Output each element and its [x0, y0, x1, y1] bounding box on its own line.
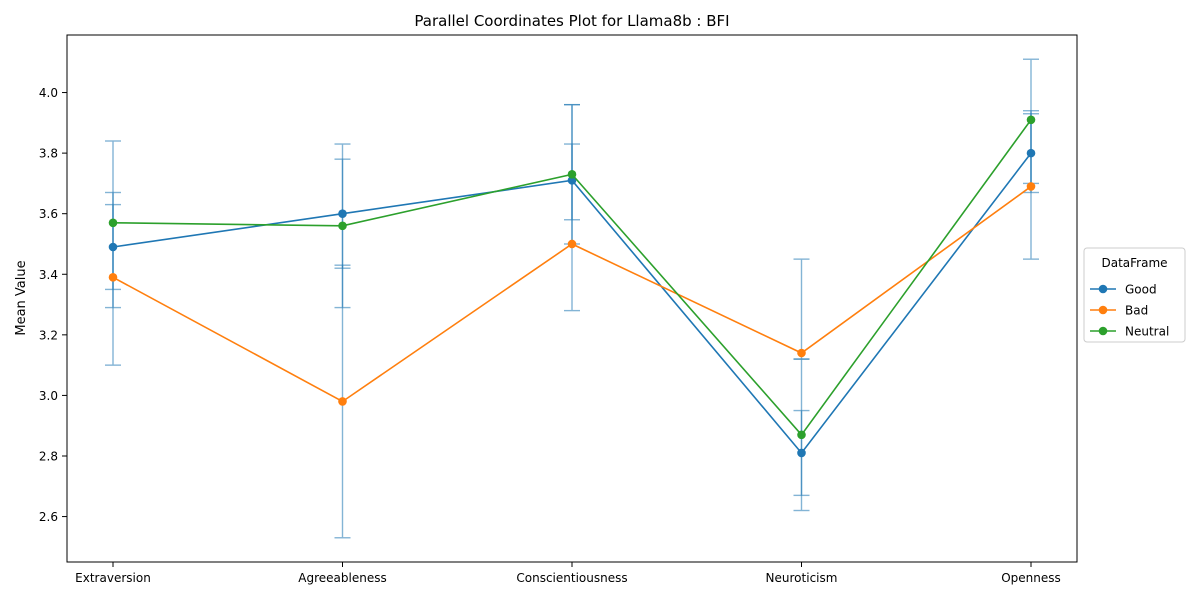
legend-title: DataFrame [1101, 256, 1167, 270]
y-tick-label: 3.0 [39, 389, 58, 403]
data-point-neutral [1026, 115, 1036, 125]
y-tick-label: 3.8 [39, 147, 58, 161]
data-point-neutral [338, 221, 347, 231]
y-tick-label: 2.8 [39, 449, 58, 463]
x-tick-label: Conscientiousness [516, 571, 627, 585]
x-tick-label: Openness [1001, 571, 1061, 585]
plot-area: 2.6 2.8 3.0 3.2 3.4 3.6 3.8 4.0 Extraversion Agre… [39, 34, 1078, 585]
legend-marker-bad [1098, 305, 1108, 315]
y-tick-label: 3.4 [39, 268, 58, 282]
y-axis-label: Mean Value [14, 260, 29, 335]
error-bar-bad [334, 143, 351, 539]
x-tick-label: Neuroticism [766, 571, 838, 585]
legend-box [1083, 247, 1186, 343]
legend-label-neutral: Neutral [1125, 325, 1169, 339]
data-point-neutral [567, 170, 577, 179]
data-point-good [338, 209, 347, 218]
y-tick-label: 2.6 [39, 510, 58, 524]
legend: DataFrame Good Bad Neutral [1083, 247, 1186, 343]
data-point-good [108, 242, 118, 252]
data-point-bad [797, 348, 806, 358]
data-point-good [797, 448, 806, 458]
data-point-bad [338, 397, 347, 406]
x-tick-label: Extraversion [75, 571, 151, 585]
y-tick-label: 3.2 [39, 328, 58, 342]
y-tick-label: 4.0 [39, 86, 58, 100]
data-point-good [1026, 148, 1036, 158]
x-tick-label: Agreeableness [298, 571, 386, 585]
data-point-bad [108, 272, 118, 282]
legend-label-bad: Bad [1125, 304, 1148, 318]
data-point-neutral [797, 430, 806, 440]
y-tick-label: 3.6 [39, 207, 58, 221]
data-point-good [567, 176, 577, 185]
error-bar-bad [793, 258, 810, 360]
legend-marker-neutral [1098, 326, 1108, 336]
legend-label-good: Good [1125, 283, 1157, 297]
data-point-bad [567, 239, 577, 249]
chart-title: Parallel Coordinates Plot for Llama8b : … [414, 12, 729, 30]
legend-marker-good [1098, 284, 1108, 294]
error-bar-neutral [334, 264, 351, 309]
data-point-bad [1026, 182, 1036, 191]
data-point-neutral [108, 218, 118, 228]
